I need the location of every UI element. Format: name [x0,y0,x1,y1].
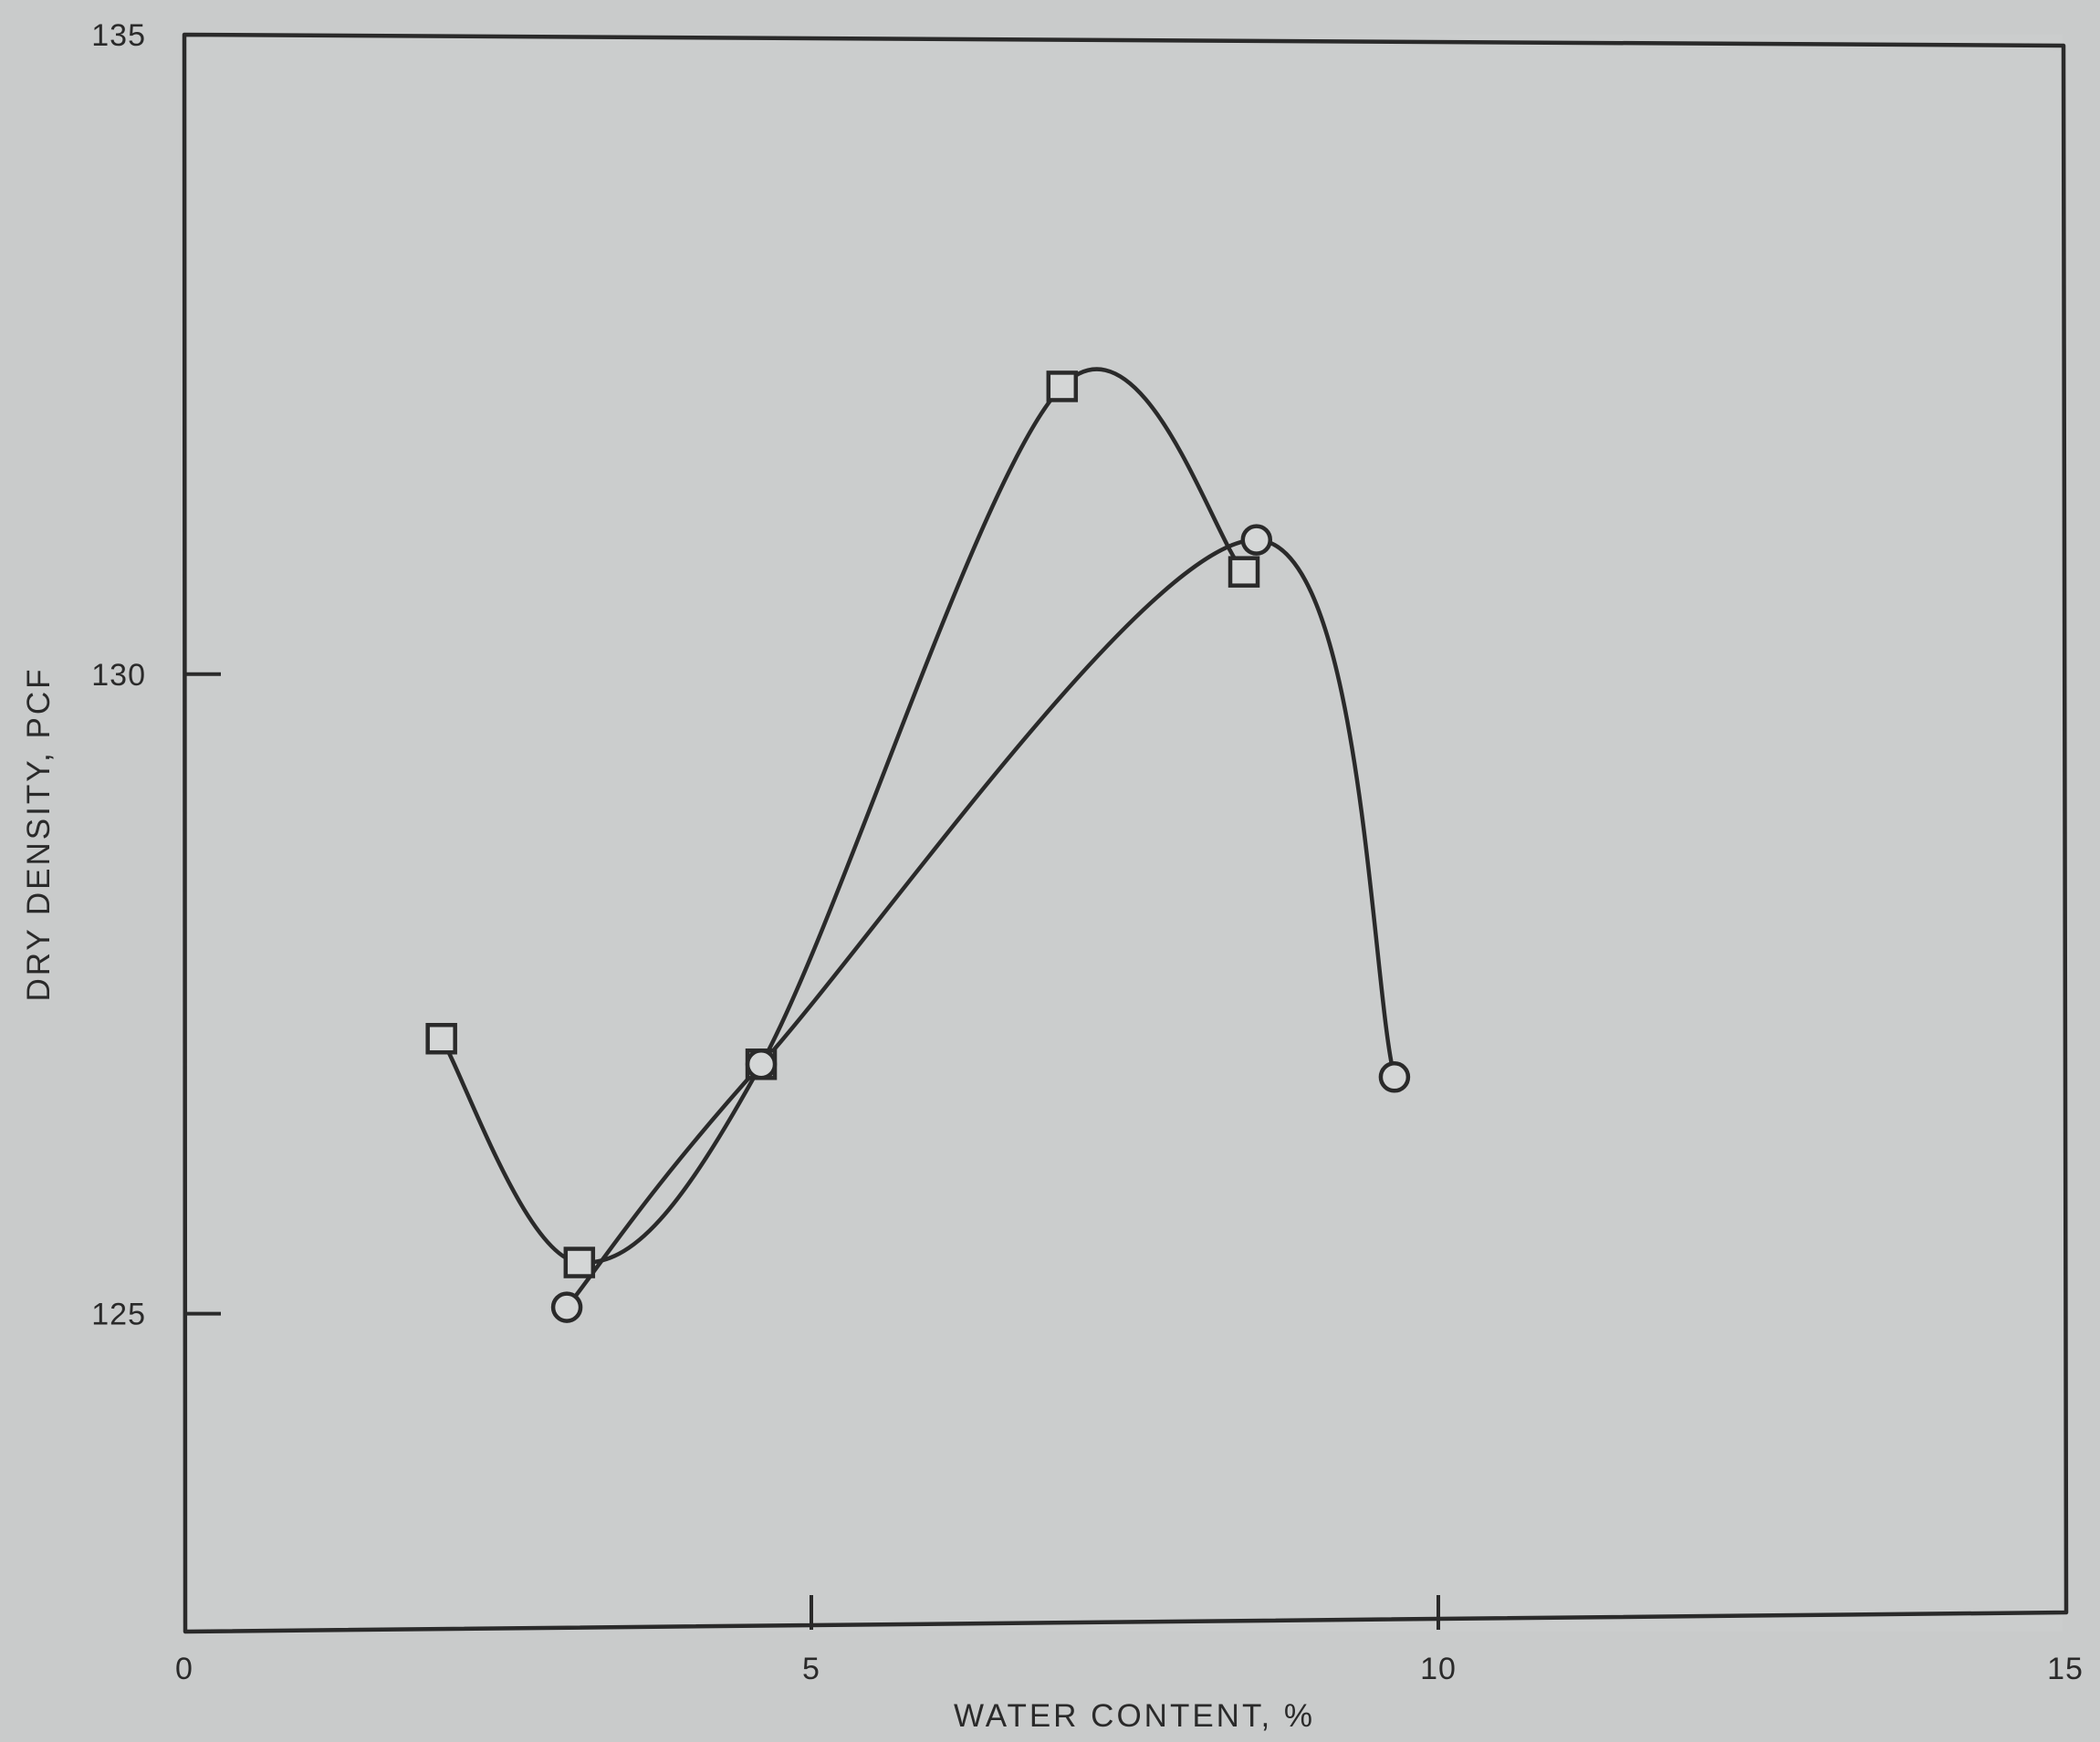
curve-layer [439,367,1397,1309]
y-tick-label: 130 [91,658,146,693]
y-axis-label: DRY DENSITY, PCF [21,667,57,1002]
x-axis-label: WATER CONTENT, % [954,1698,1315,1734]
square-data-point [425,1023,457,1055]
plot-frame [182,32,2069,1634]
square-data-point [1046,370,1079,402]
square-series-curve [439,367,1247,1265]
square-data-point [1228,556,1260,588]
circle-data-point [1240,524,1273,556]
square-data-point [563,1247,596,1278]
marker-layer [425,370,1411,1323]
y-tick-label: 135 [91,18,146,53]
plot-area [184,35,2063,1632]
y-tick-label: 125 [91,1298,146,1332]
circle-data-point [745,1048,778,1080]
x-tick-label: 5 [802,1652,820,1686]
circle-data-point [550,1291,583,1323]
circle-data-point [1378,1061,1411,1093]
circle-series-curve [564,537,1397,1309]
x-tick-label: 15 [2047,1652,2084,1686]
x-tick-label: 0 [175,1652,193,1686]
axis-layer: 0 5 10 15 125 130 135 [91,18,2084,1686]
x-tick-label: 10 [1420,1652,1457,1686]
